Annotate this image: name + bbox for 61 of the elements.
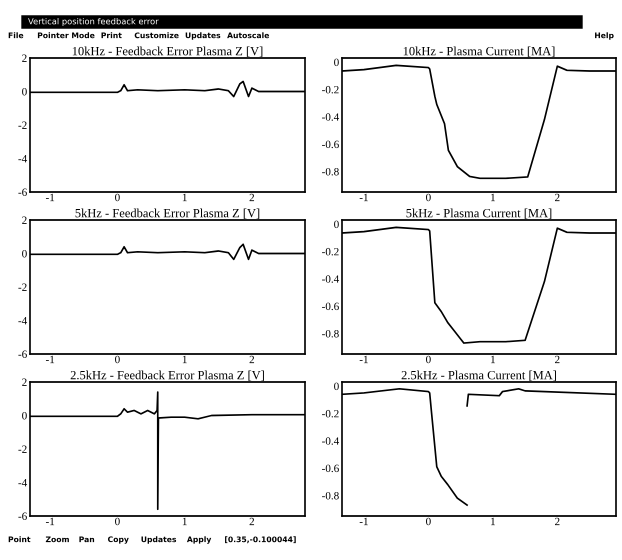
text: Vertical position feedback error: [28, 18, 159, 26]
x-tick-label: 2: [250, 356, 254, 364]
x-tick-label: -1: [46, 194, 54, 202]
x-tick-label: 2: [555, 356, 560, 364]
chart-title: 5kHz - Plasma Current [MA]: [406, 208, 552, 219]
x-tick-label: 0: [426, 518, 431, 526]
y-tick-label: 0: [22, 88, 27, 96]
x-tick-label: 0: [426, 194, 431, 202]
y-tick-label: 2: [22, 54, 27, 62]
y-tick-label: -6: [18, 350, 27, 358]
chart-title: 5kHz - Feedback Error Plasma Z [V]: [76, 208, 260, 219]
x-tick-label: 2: [250, 518, 254, 526]
x-tick-label: 2: [555, 518, 560, 526]
chart-title: 2.5kHz - Feedback Error Plasma Z [V]: [70, 370, 264, 381]
x-tick-label: -1: [360, 194, 368, 202]
y-tick-label: -2: [18, 283, 27, 291]
y-tick-label: -0.6: [322, 302, 339, 310]
y-tick-label: 0: [334, 382, 339, 390]
y-tick-label: 0: [334, 58, 339, 66]
y-tick-label: -2: [18, 121, 27, 129]
x-tick-label: -1: [46, 518, 54, 526]
x-tick-label: 1: [491, 518, 495, 526]
y-tick-label: -0.2: [322, 86, 339, 94]
y-tick-label: 2: [22, 216, 27, 224]
x-tick-label: 2: [250, 194, 254, 202]
x-tick-label: 0: [426, 356, 431, 364]
x-tick-label: 1: [491, 194, 495, 202]
x-tick-label: 0: [115, 356, 120, 364]
x-tick-label: 1: [182, 194, 187, 202]
chart-title: 10kHz - Plasma Current [MA]: [404, 46, 554, 57]
y-tick-label: -6: [18, 188, 27, 196]
x-tick-label: 0: [115, 518, 120, 526]
x-tick-label: -1: [360, 518, 368, 526]
y-tick-label: 0: [22, 412, 27, 420]
y-tick-label: -4: [18, 155, 28, 162]
y-tick-label: -6: [18, 512, 27, 520]
chart-title: 10kHz - Feedback Error Plasma Z [V]: [72, 46, 262, 57]
y-tick-label: 0: [22, 250, 27, 258]
y-tick-label: 2: [22, 378, 27, 386]
x-tick-label: 0: [115, 194, 120, 202]
y-tick-label: -4: [18, 479, 28, 486]
y-tick-label: -0.8: [322, 168, 339, 176]
y-tick-label: 0: [334, 220, 339, 228]
x-tick-label: -1: [360, 356, 368, 364]
y-tick-label: -0.4: [322, 437, 340, 445]
y-tick-label: -4: [18, 317, 28, 324]
y-tick-label: -0.2: [322, 410, 339, 418]
y-tick-label: -0.6: [322, 140, 339, 148]
x-tick-label: 1: [182, 356, 187, 364]
y-tick-label: -0.8: [322, 492, 339, 500]
y-tick-label: -0.2: [322, 248, 339, 256]
y-tick-label: -0.6: [322, 464, 339, 472]
x-tick-label: 1: [491, 356, 495, 364]
y-tick-label: -0.8: [322, 330, 339, 338]
x-tick-label: 2: [555, 194, 560, 202]
x-tick-label: -1: [46, 356, 54, 364]
y-tick-label: -0.4: [322, 113, 340, 121]
chart-title: 2.5kHz - Plasma Current [MA]: [402, 370, 556, 381]
x-tick-label: 1: [182, 518, 187, 526]
y-tick-label: -0.4: [322, 275, 340, 283]
y-tick-label: -2: [18, 445, 27, 453]
